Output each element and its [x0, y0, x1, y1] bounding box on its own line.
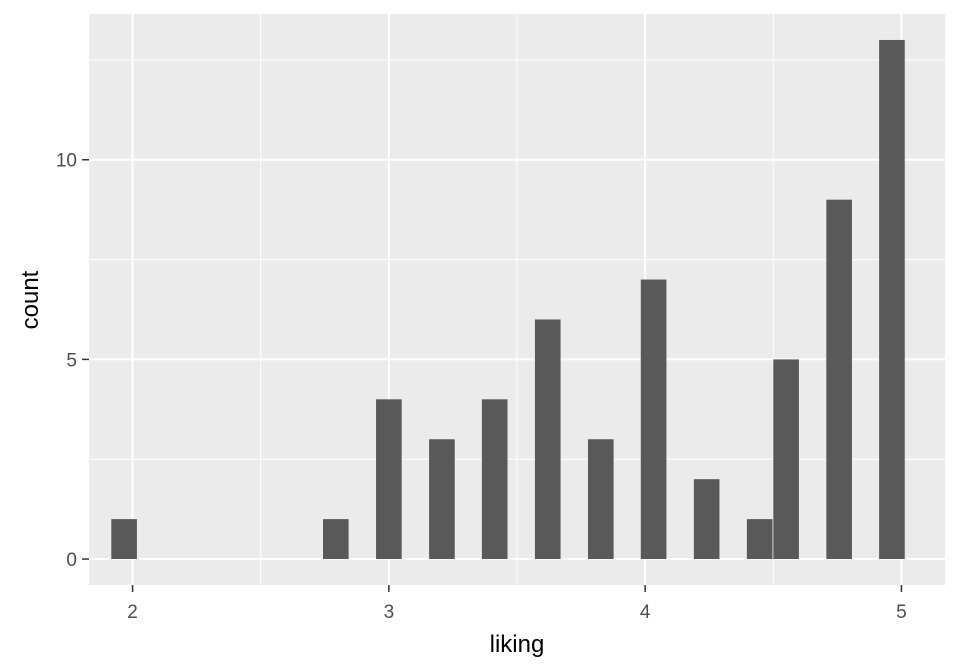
y-axis: 0 5 10: [56, 151, 89, 571]
bar-6: [587, 439, 614, 560]
y-tick-label-1: 5: [66, 350, 77, 371]
bar-2: [376, 399, 402, 560]
bar-7: [640, 279, 667, 560]
y-axis-title: count: [17, 270, 44, 329]
bar-12: [879, 39, 905, 560]
bar-0: [111, 519, 137, 560]
minor-gridlines: [89, 14, 945, 585]
x-tick-label-0: 2: [127, 602, 138, 623]
bar-10: [773, 359, 799, 560]
bar-9: [746, 519, 773, 560]
bar-8: [693, 479, 720, 560]
x-tick-label-3: 5: [896, 602, 907, 623]
bar-5: [534, 319, 561, 560]
x-tick-label-2: 4: [640, 602, 651, 623]
bar-11: [826, 199, 852, 560]
x-tick-label-1: 3: [384, 602, 395, 623]
y-tick-label-0: 0: [66, 550, 77, 571]
y-tick-label-2: 10: [56, 151, 77, 172]
bars: [111, 39, 905, 560]
bar-1: [322, 519, 349, 560]
bar-3: [429, 439, 455, 560]
x-axis: 2 3 4 5: [127, 585, 907, 623]
bar-4: [481, 399, 508, 560]
x-axis-title: liking: [490, 631, 545, 658]
